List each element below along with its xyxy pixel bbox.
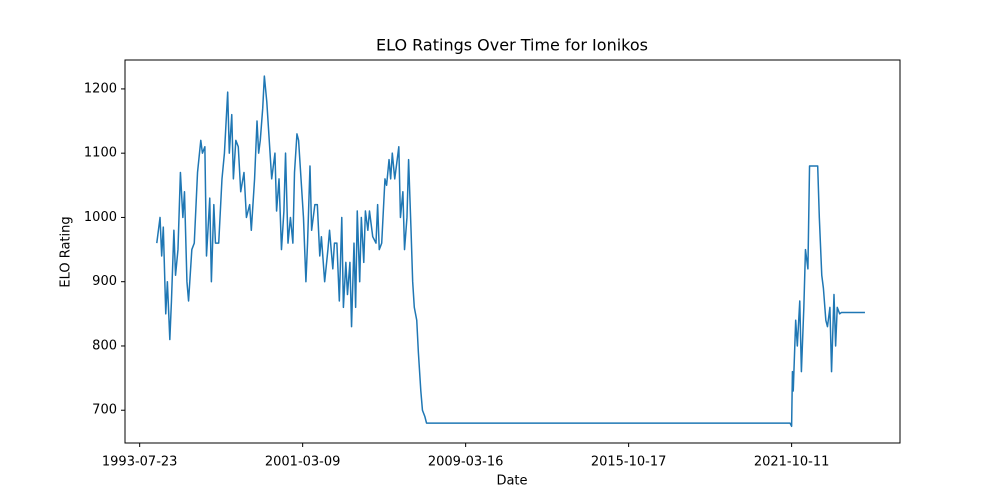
y-tick-label: 700 [92,403,117,418]
x-tick-label: 2015-10-17 [591,455,667,470]
y-tick-label: 1200 [84,81,117,96]
chart-title: ELO Ratings Over Time for Ionikos [376,36,648,55]
plot-frame [124,59,901,444]
y-tick-label: 900 [92,274,117,289]
y-axis-label: ELO Rating [59,216,74,287]
y-tick-label: 800 [92,338,117,353]
x-axis-label: Date [496,474,527,489]
y-tick-label: 1000 [84,210,117,225]
x-tick-label: 2009-03-16 [428,455,504,470]
x-tick-label: 1993-07-23 [102,455,178,470]
y-tick-label: 1100 [84,146,117,161]
series-line [156,75,865,428]
x-tick-label: 2001-03-09 [265,455,341,470]
x-tick-label: 2021-10-11 [754,455,830,470]
